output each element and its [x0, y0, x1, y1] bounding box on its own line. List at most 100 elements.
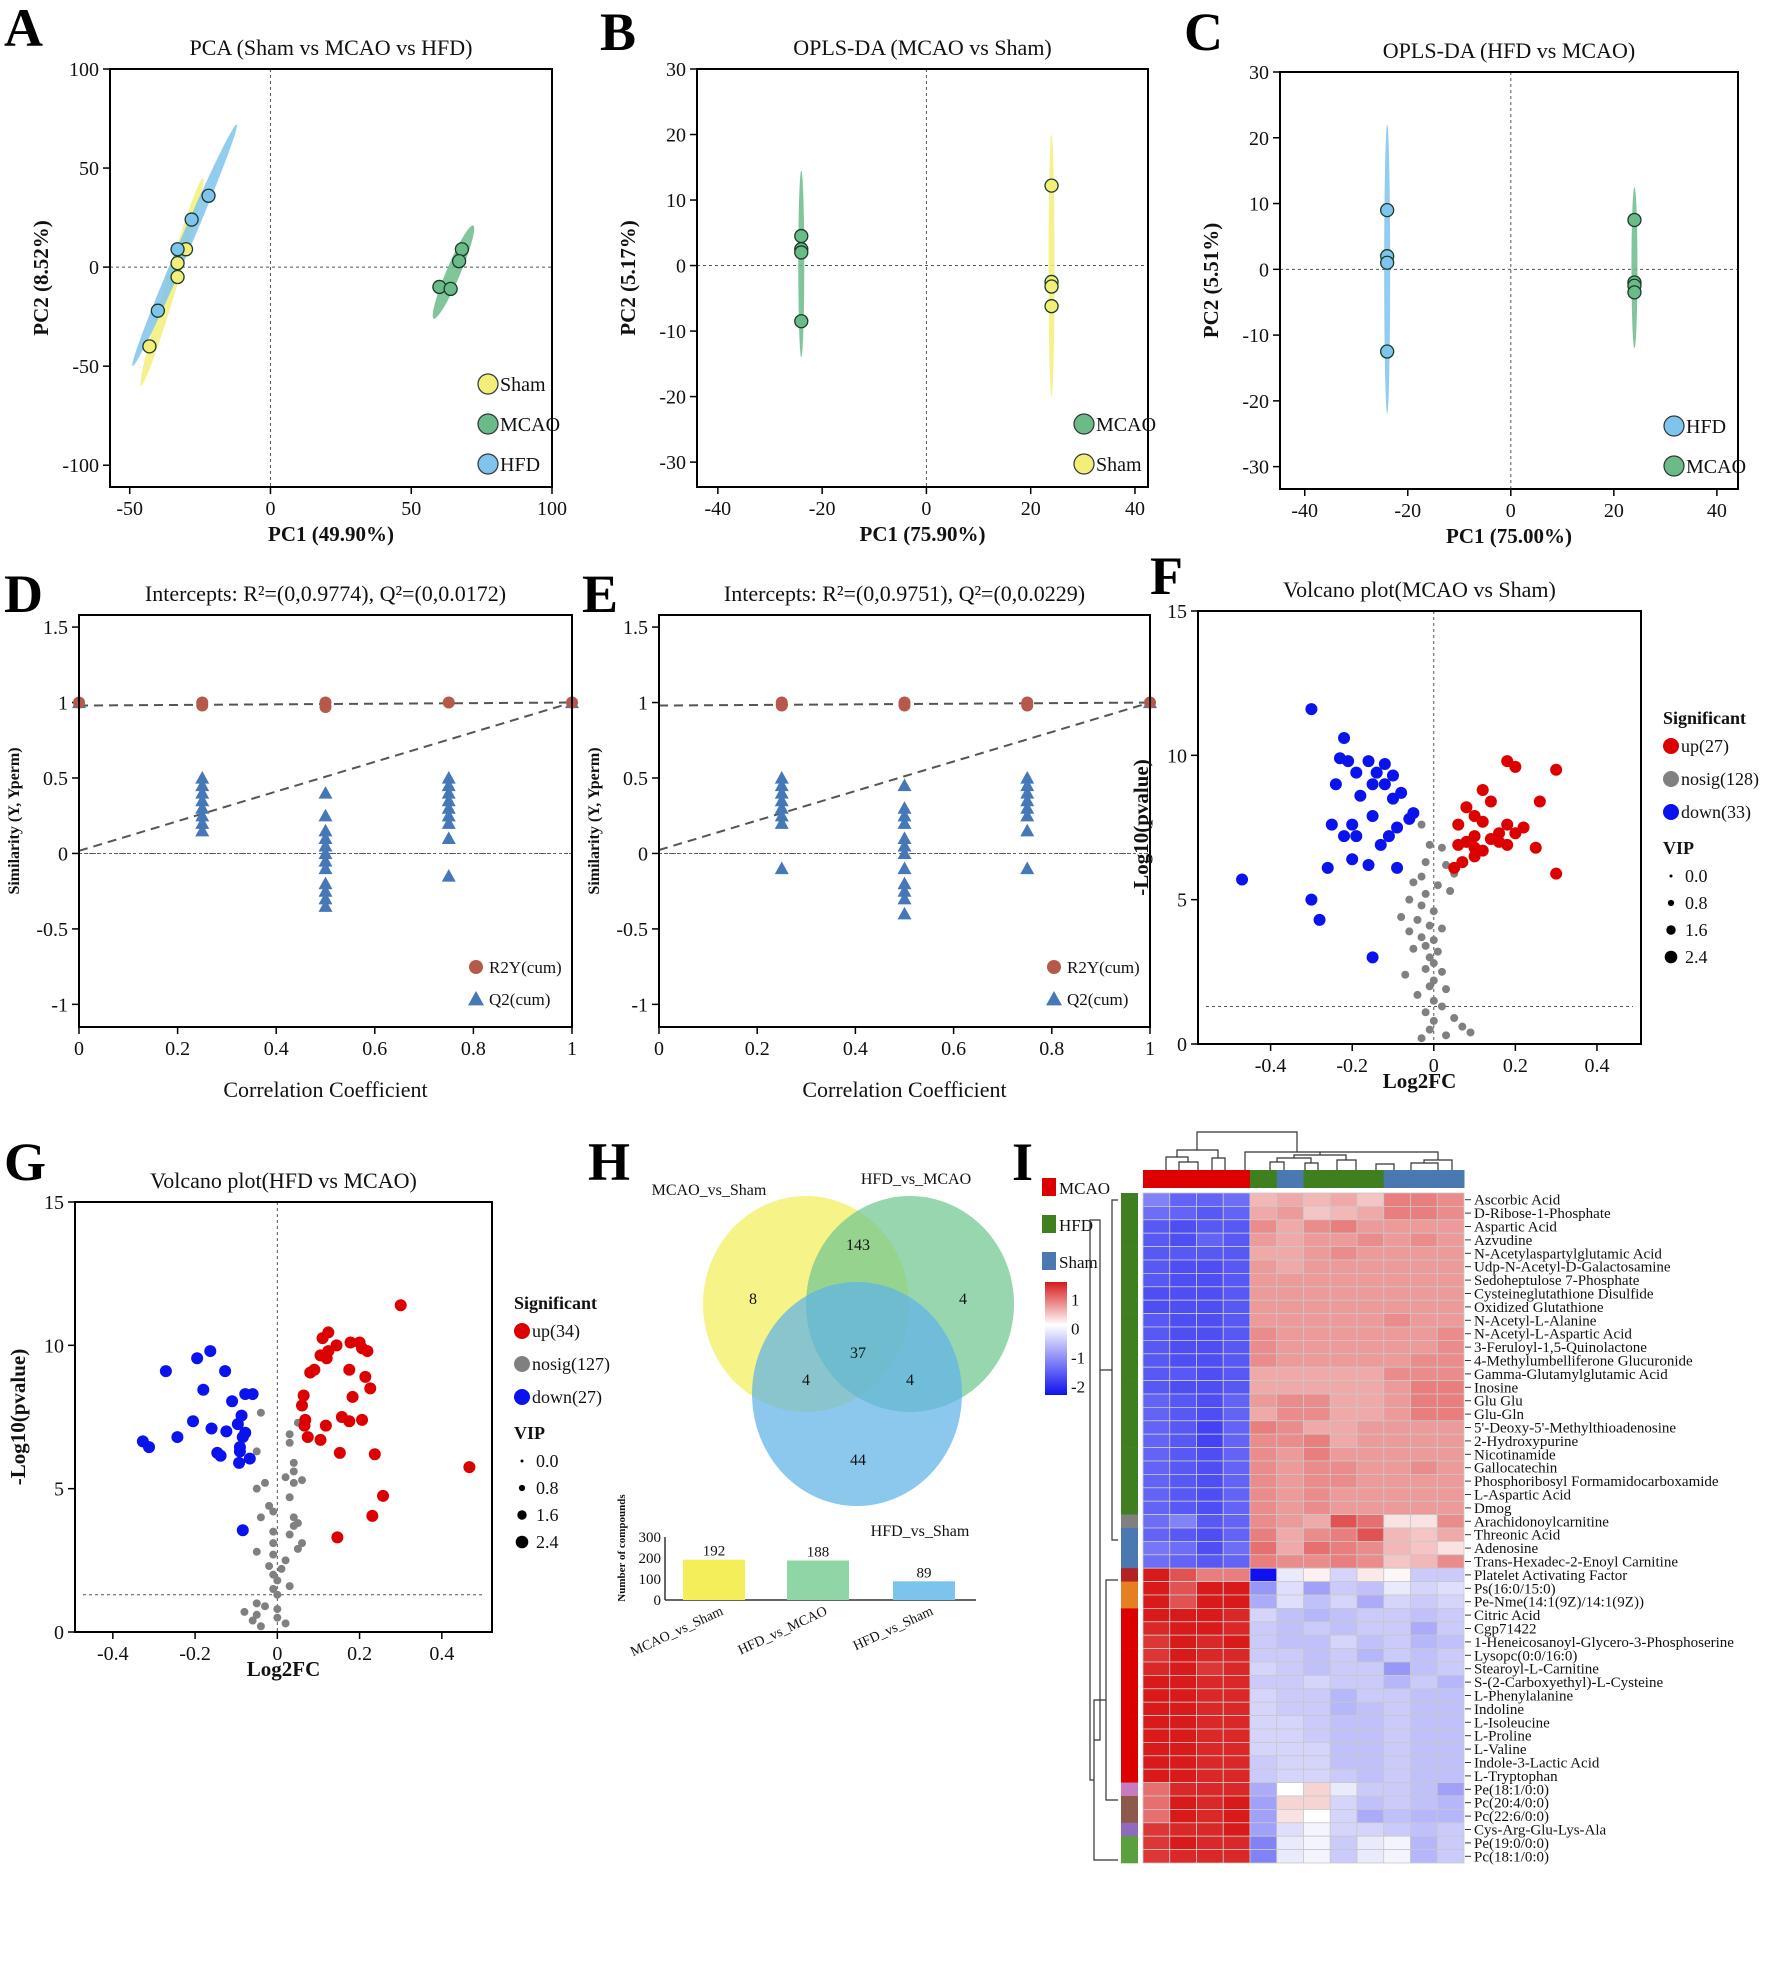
data-point-mcao: [1627, 212, 1642, 228]
heatmap-cell: [1196, 1407, 1224, 1422]
heatmap-cell: [1169, 1447, 1197, 1462]
nosig-point: [1405, 895, 1414, 904]
up-point: [1509, 760, 1522, 773]
heatmap-cell: [1356, 1675, 1385, 1690]
row-label: Stearoyl-L-Carnitine: [1474, 1662, 1599, 1678]
heatmap-cell: [1303, 1474, 1331, 1489]
nosig-point: [1401, 970, 1410, 979]
heatmap-cell: [1169, 1380, 1197, 1395]
legend-marker-hfd: [1663, 415, 1685, 437]
heatmap-cell: [1303, 1621, 1331, 1636]
y-tick-label: 20: [666, 125, 686, 147]
heatmap-cell: [1222, 1661, 1251, 1676]
legend-marker-mcao: [1073, 413, 1095, 435]
colorbar-tick-label: -1: [1071, 1348, 1085, 1367]
legend-label-mcao: MCAO: [500, 414, 560, 436]
down-point: [1378, 757, 1391, 770]
down-point: [1313, 913, 1326, 926]
heatmap-cell: [1410, 1340, 1438, 1355]
x-tick-label: 0.2: [1503, 1055, 1528, 1077]
heatmap-cell: [1303, 1742, 1331, 1757]
x-axis-label: PC1 (49.90%): [268, 522, 394, 546]
chart-title: Volcano plot(HFD vs MCAO): [150, 1168, 417, 1193]
nosig-point: [1425, 953, 1434, 962]
heatmap-cell: [1222, 1648, 1251, 1663]
y-tick-label: -20: [659, 387, 686, 409]
row-label: Cysteineglutathione Disulfide: [1474, 1287, 1654, 1303]
heatmap-cell: [1276, 1634, 1304, 1649]
nosig-point: [269, 1570, 278, 1579]
heatmap-cell: [1142, 1286, 1171, 1301]
row-label: Threonic Acid: [1474, 1528, 1561, 1544]
heatmap-cell: [1249, 1554, 1278, 1569]
heatmap-cell: [1436, 1594, 1465, 1609]
heatmap-cell: [1222, 1366, 1251, 1381]
x-tick-label: 0.8: [1039, 1038, 1064, 1060]
nosig-point: [1409, 878, 1418, 887]
heatmap-cell: [1410, 1514, 1438, 1529]
heatmap-cell: [1383, 1340, 1411, 1355]
heatmap-cell: [1169, 1460, 1197, 1475]
heatmap-cell: [1410, 1809, 1438, 1824]
q2-point: [774, 786, 789, 799]
down-point: [231, 1418, 244, 1431]
nosig-point: [273, 1576, 282, 1585]
heatmap-cell: [1436, 1822, 1465, 1837]
r2y-point: [319, 701, 332, 714]
up-point: [331, 1531, 344, 1544]
x-tick-label: 1: [567, 1038, 577, 1060]
y-axis-label: PC2 (5.17%): [616, 220, 640, 335]
heatmap-cell: [1222, 1701, 1251, 1716]
heatmap-cell: [1303, 1353, 1331, 1368]
heatmap-cell: [1169, 1420, 1197, 1435]
nosig-point: [1442, 1031, 1451, 1040]
down-point: [1346, 853, 1359, 866]
heatmap-cell: [1142, 1527, 1171, 1542]
heatmap-cell: [1303, 1206, 1331, 1221]
down-point: [214, 1449, 227, 1462]
heatmap-cell: [1142, 1835, 1171, 1850]
heatmap-cell: [1222, 1192, 1251, 1207]
q2-point: [441, 869, 456, 882]
heatmap-cell: [1276, 1299, 1304, 1314]
nosig-point: [277, 1564, 286, 1573]
up-point: [343, 1363, 356, 1376]
heatmap-cell: [1356, 1608, 1385, 1623]
column-group-sham: [1410, 1170, 1438, 1188]
heatmap-cell: [1249, 1541, 1278, 1556]
heatmap-cell: [1276, 1809, 1304, 1824]
q2-point: [774, 793, 789, 807]
heatmap-cell: [1142, 1608, 1171, 1623]
heatmap-cell: [1276, 1340, 1304, 1355]
heatmap-cell: [1142, 1380, 1171, 1395]
row-cluster-bar: [1121, 1742, 1138, 1757]
legend-marker-mcao: [1663, 455, 1685, 477]
heatmap-cell: [1142, 1259, 1171, 1274]
heatmap-cell: [1276, 1353, 1304, 1368]
heatmap-cell: [1410, 1594, 1438, 1609]
heatmap-cell: [1249, 1835, 1278, 1850]
heatmap-cell: [1142, 1782, 1171, 1797]
down-point: [1386, 792, 1399, 805]
heatmap-cell: [1196, 1366, 1224, 1381]
row-cluster-bar: [1121, 1487, 1138, 1502]
y-tick-label: -100: [62, 455, 99, 477]
heatmap-cell: [1142, 1634, 1171, 1649]
plot-frame: [78, 614, 573, 1028]
row-cluster-bar: [1121, 1219, 1138, 1234]
column-group-hfd: [1330, 1170, 1358, 1188]
q2-point: [1020, 786, 1035, 799]
down-point: [191, 1352, 204, 1365]
heatmap-cell: [1196, 1688, 1224, 1703]
q2-point: [897, 891, 912, 905]
y-tick-label: 10: [1249, 194, 1269, 216]
heatmap-cell: [1276, 1608, 1304, 1623]
heatmap-cell: [1222, 1675, 1251, 1690]
nosig-point: [252, 1484, 261, 1493]
down-point: [204, 1345, 217, 1358]
heatmap-cell: [1196, 1487, 1224, 1502]
q2-point: [318, 899, 333, 912]
down-point: [1370, 766, 1383, 779]
heatmap-cell: [1436, 1835, 1465, 1850]
heatmap-cell: [1329, 1581, 1358, 1596]
